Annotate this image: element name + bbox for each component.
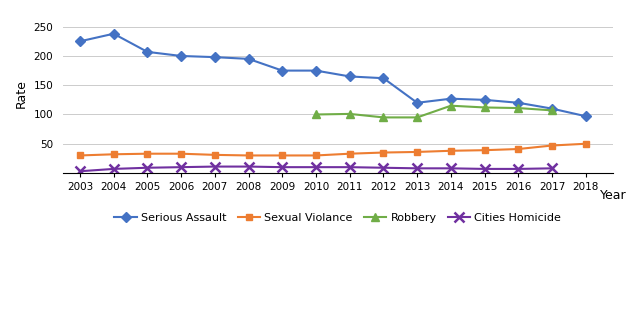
Cities Homicide (76, 169, 84, 173)
Cities Homicide (380, 166, 387, 170)
Serious Assault (481, 98, 488, 102)
Serious Assault (380, 76, 387, 80)
Serious Assault (278, 69, 286, 72)
Cities Homicide (548, 167, 556, 170)
Sexual Violance (346, 152, 353, 155)
Line: Robbery: Robbery (312, 101, 556, 122)
Serious Assault (515, 101, 522, 105)
Sexual Violance (278, 154, 286, 157)
Serious Assault (413, 101, 421, 105)
Sexual Violance (177, 152, 185, 155)
Robbery (447, 104, 455, 108)
Serious Assault (312, 69, 320, 72)
Sexual Violance (110, 152, 118, 156)
Cities Homicide (346, 165, 353, 169)
Serious Assault (76, 40, 84, 43)
Serious Assault (447, 97, 455, 100)
Robbery (312, 112, 320, 116)
Cities Homicide (515, 167, 522, 171)
Cities Homicide (177, 165, 185, 169)
Serious Assault (346, 75, 353, 78)
Cities Homicide (312, 165, 320, 169)
Serious Assault (244, 57, 252, 61)
Robbery (548, 108, 556, 112)
Serious Assault (582, 114, 589, 118)
Line: Cities Homicide: Cities Homicide (75, 162, 557, 176)
Cities Homicide (244, 165, 252, 168)
Cities Homicide (278, 165, 286, 169)
Line: Serious Assault: Serious Assault (76, 30, 589, 120)
Serious Assault (143, 50, 151, 54)
Robbery (481, 106, 488, 109)
Sexual Violance (76, 154, 84, 157)
Sexual Violance (380, 151, 387, 155)
Cities Homicide (413, 167, 421, 170)
Serious Assault (177, 54, 185, 58)
Y-axis label: Rate: Rate (15, 80, 28, 108)
Robbery (380, 116, 387, 119)
Line: Sexual Violance: Sexual Violance (76, 140, 589, 159)
Text: Year: Year (600, 189, 627, 203)
Sexual Violance (413, 150, 421, 154)
Cities Homicide (481, 167, 488, 171)
Sexual Violance (582, 142, 589, 146)
Sexual Violance (211, 153, 219, 157)
Robbery (515, 106, 522, 110)
Sexual Violance (515, 147, 522, 151)
Cities Homicide (211, 165, 219, 168)
Sexual Violance (312, 154, 320, 157)
Serious Assault (110, 32, 118, 36)
Sexual Violance (548, 143, 556, 147)
Legend: Serious Assault, Sexual Violance, Robbery, Cities Homicide: Serious Assault, Sexual Violance, Robber… (110, 209, 566, 228)
Sexual Violance (481, 148, 488, 152)
Sexual Violance (447, 149, 455, 153)
Serious Assault (211, 55, 219, 59)
Serious Assault (548, 107, 556, 111)
Sexual Violance (244, 154, 252, 157)
Cities Homicide (143, 166, 151, 170)
Robbery (346, 112, 353, 116)
Robbery (413, 116, 421, 119)
Cities Homicide (447, 167, 455, 170)
Cities Homicide (110, 167, 118, 171)
Sexual Violance (143, 152, 151, 155)
